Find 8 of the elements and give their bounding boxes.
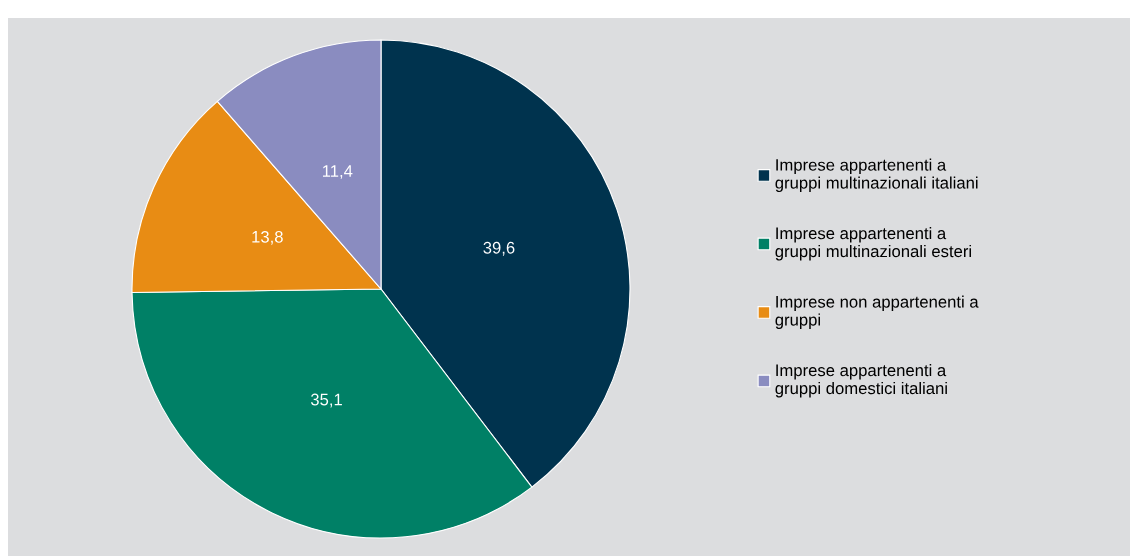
data-label: 39,6: [483, 241, 515, 256]
legend-label: Imprese appartenenti a gruppi multinazionali italiani: [775, 158, 978, 193]
data-label: 13,8: [252, 230, 283, 245]
legend-label: Imprese appartenenti a gruppi multinazionali esteri: [775, 227, 971, 261]
data-label: 35,1: [310, 393, 342, 408]
legend-label: Imprese non appartenenti a gruppi: [775, 295, 979, 329]
legend-label: Imprese appartenenti a gruppi domestici italiani: [775, 363, 947, 398]
data-label: 11,4: [322, 165, 353, 179]
